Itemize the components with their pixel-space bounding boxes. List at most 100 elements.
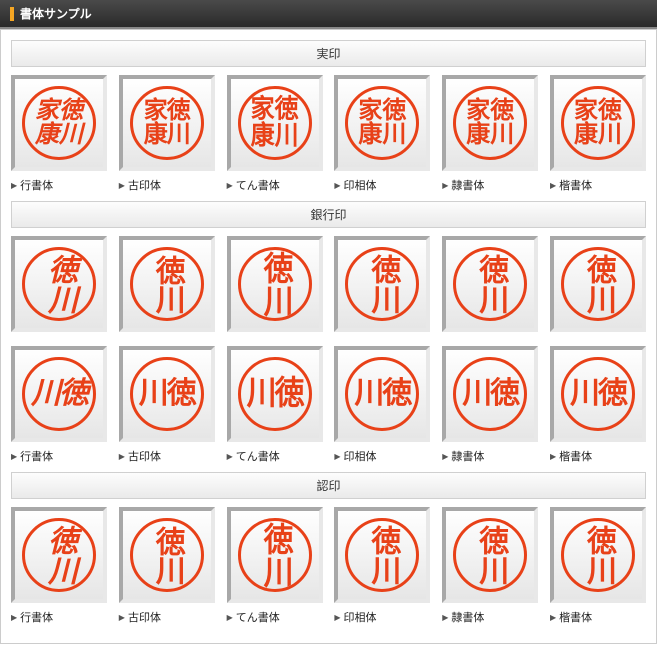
stamp-box: 徳川	[119, 236, 215, 332]
font-style-label: ▶てん書体	[227, 609, 323, 625]
stamp-box: 徳川	[227, 507, 323, 603]
stamp-cell: 家徳康川 ▶古印体	[119, 75, 215, 193]
stamp-box: 徳川	[334, 236, 430, 332]
stamp-box: 徳川	[11, 236, 107, 332]
arrow-icon: ▶	[227, 452, 233, 461]
stamp-circle: 川徳	[130, 357, 204, 431]
stamp-circle: 徳川	[238, 247, 312, 321]
stamp-circle: 徳川	[561, 247, 635, 321]
stamp-circle: 徳川	[130, 518, 204, 592]
stamp-cell: 川徳 ▶印相体	[334, 346, 430, 464]
stamp-section: 銀行印徳川徳川徳川徳川徳川徳川川徳▶行書体川徳▶古印体川徳▶てん書体川徳▶印相体…	[11, 201, 646, 464]
stamp-circle: 徳川	[345, 247, 419, 321]
stamp-cell: 家徳康川 ▶印相体	[334, 75, 430, 193]
arrow-icon: ▶	[334, 452, 340, 461]
stamp-box: 徳川	[334, 507, 430, 603]
stamp-cell: 徳川	[11, 236, 107, 338]
stamp-row: 川徳▶行書体川徳▶古印体川徳▶てん書体川徳▶印相体川徳▶隷書体川徳▶楷書体	[11, 346, 646, 464]
stamp-row: 徳川▶行書体徳川▶古印体徳川▶てん書体徳川▶印相体徳川▶隷書体徳川▶楷書体	[11, 507, 646, 625]
arrow-icon: ▶	[550, 613, 556, 622]
stamp-cell: 徳川 ▶楷書体	[550, 507, 646, 625]
stamp-box: 家徳康川	[442, 75, 538, 171]
font-style-label: ▶印相体	[334, 609, 430, 625]
stamp-box: 家徳康川	[119, 75, 215, 171]
arrow-icon: ▶	[550, 181, 556, 190]
stamp-box: 川徳	[442, 346, 538, 442]
stamp-box: 徳川	[550, 507, 646, 603]
page-title: 書体サンプル	[20, 5, 92, 22]
stamp-circle: 徳川	[345, 518, 419, 592]
font-style-label: ▶てん書体	[227, 177, 323, 193]
stamp-box: 徳川	[442, 507, 538, 603]
font-style-label: ▶楷書体	[550, 609, 646, 625]
arrow-icon: ▶	[442, 613, 448, 622]
stamp-circle: 川徳	[238, 357, 312, 431]
stamp-box: 徳川	[550, 236, 646, 332]
stamp-box: 川徳	[550, 346, 646, 442]
page-header: 書体サンプル	[0, 0, 657, 29]
stamp-circle: 家徳康川	[22, 86, 96, 160]
stamp-circle: 徳川	[453, 247, 527, 321]
font-style-label: ▶古印体	[119, 448, 215, 464]
stamp-cell: 徳川	[119, 236, 215, 338]
stamp-box: 家徳康川	[334, 75, 430, 171]
stamp-box: 徳川	[119, 507, 215, 603]
stamp-circle: 徳川	[130, 247, 204, 321]
arrow-icon: ▶	[442, 452, 448, 461]
font-style-label: ▶印相体	[334, 177, 430, 193]
stamp-cell: 家徳康川 ▶隷書体	[442, 75, 538, 193]
stamp-box: 家徳康川	[550, 75, 646, 171]
stamp-cell: 家徳康川 ▶てん書体	[227, 75, 323, 193]
font-style-label: ▶印相体	[334, 448, 430, 464]
font-style-label: ▶隷書体	[442, 177, 538, 193]
arrow-icon: ▶	[11, 452, 17, 461]
stamp-box: 徳川	[442, 236, 538, 332]
stamp-box: 徳川	[11, 507, 107, 603]
arrow-icon: ▶	[119, 181, 125, 190]
stamp-cell: 徳川▶隷書体	[442, 507, 538, 625]
stamp-cell: 徳川	[442, 236, 538, 338]
font-style-label: ▶てん書体	[227, 448, 323, 464]
stamp-circle: 徳川	[22, 518, 96, 592]
stamp-circle: 家徳康川	[453, 86, 527, 160]
font-style-label: ▶隷書体	[442, 448, 538, 464]
font-style-label: ▶楷書体	[550, 177, 646, 193]
stamp-cell: 徳川 ▶てん書体	[227, 507, 323, 625]
arrow-icon: ▶	[227, 181, 233, 190]
stamp-box: 川徳	[227, 346, 323, 442]
stamp-box: 川徳	[11, 346, 107, 442]
arrow-icon: ▶	[119, 613, 125, 622]
stamp-circle: 徳川	[238, 518, 312, 592]
arrow-icon: ▶	[11, 613, 17, 622]
content-area: 実印 家徳康川 ▶行書体 家徳康川 ▶古印体 家徳康川 ▶てん書体 家徳康川 ▶…	[0, 29, 657, 644]
stamp-circle: 徳川	[561, 518, 635, 592]
stamp-cell: 家徳康川 ▶行書体	[11, 75, 107, 193]
stamp-cell: 徳川	[227, 236, 323, 338]
stamp-cell: 徳川 ▶古印体	[119, 507, 215, 625]
arrow-icon: ▶	[227, 613, 233, 622]
stamp-circle: 家徳康川	[130, 86, 204, 160]
stamp-cell: 家徳康川 ▶楷書体	[550, 75, 646, 193]
stamp-circle: 家徳康川	[345, 86, 419, 160]
stamp-cell: 川徳▶楷書体	[550, 346, 646, 464]
stamp-section: 実印 家徳康川 ▶行書体 家徳康川 ▶古印体 家徳康川 ▶てん書体 家徳康川 ▶…	[11, 40, 646, 193]
arrow-icon: ▶	[11, 181, 17, 190]
stamp-cell: 川徳 ▶古印体	[119, 346, 215, 464]
arrow-icon: ▶	[119, 452, 125, 461]
font-style-label: ▶行書体	[11, 177, 107, 193]
section-title: 銀行印	[11, 201, 646, 228]
stamp-box: 川徳	[334, 346, 430, 442]
arrow-icon: ▶	[334, 613, 340, 622]
stamp-box: 川徳	[119, 346, 215, 442]
stamp-cell: 川徳 ▶行書体	[11, 346, 107, 464]
font-style-label: ▶古印体	[119, 609, 215, 625]
stamp-cell: 川徳 ▶隷書体	[442, 346, 538, 464]
arrow-icon: ▶	[442, 181, 448, 190]
font-style-label: ▶古印体	[119, 177, 215, 193]
stamp-circle: 家徳康川	[561, 86, 635, 160]
stamp-circle: 川徳	[561, 357, 635, 431]
section-title: 認印	[11, 472, 646, 499]
font-style-label: ▶行書体	[11, 609, 107, 625]
font-style-label: ▶行書体	[11, 448, 107, 464]
stamp-circle: 川徳	[22, 357, 96, 431]
